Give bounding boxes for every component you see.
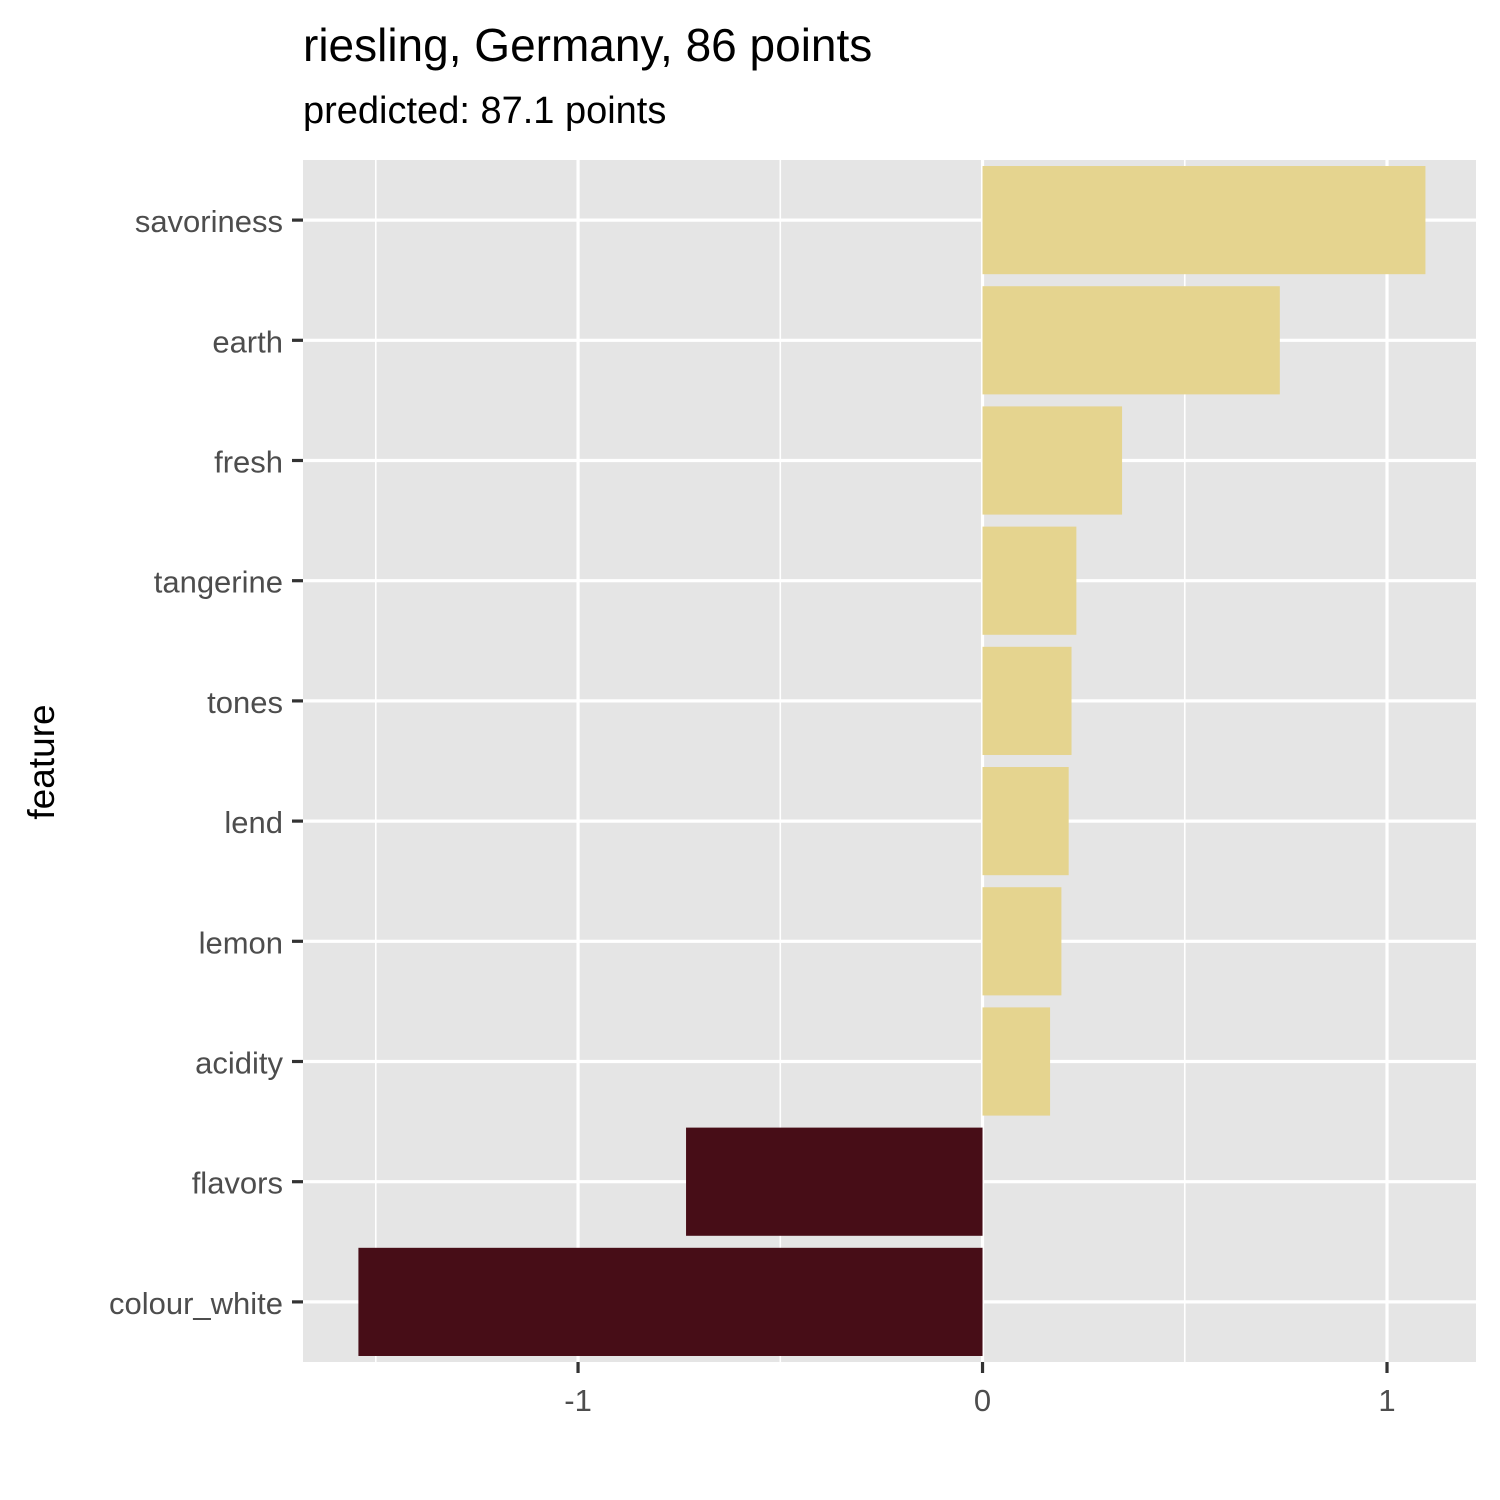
bar-acidity <box>982 1007 1051 1116</box>
bar-lend <box>982 767 1069 876</box>
x-tick-label: 1 <box>1378 1383 1395 1418</box>
bar-fresh <box>982 406 1123 515</box>
y-axis-label: feature <box>21 704 62 819</box>
bar-tones <box>982 646 1072 755</box>
bar-tangerine <box>982 526 1077 635</box>
y-tick-label: colour_white <box>109 1286 283 1321</box>
y-tick-label: fresh <box>214 445 283 480</box>
bar-colour-white <box>358 1247 983 1356</box>
bar-lemon <box>982 887 1062 996</box>
chart-title: riesling, Germany, 86 points <box>303 19 873 71</box>
y-tick-label: lend <box>224 805 283 840</box>
bar-earth <box>982 286 1280 395</box>
y-tick-label: flavors <box>192 1166 283 1201</box>
y-tick-label: earth <box>212 324 283 359</box>
bars <box>358 166 1426 1356</box>
y-tick-label: tones <box>207 685 283 720</box>
chart-subtitle: predicted: 87.1 points <box>303 90 667 132</box>
x-tick-label: -1 <box>564 1383 592 1418</box>
y-tick-label: lemon <box>199 925 283 960</box>
y-tick-label: savoriness <box>135 204 283 239</box>
bar-flavors <box>686 1127 983 1236</box>
y-tick-label: acidity <box>195 1046 283 1081</box>
y-axis: savoriness earth fresh tangerine tones lend le… <box>109 204 303 1321</box>
bar-savoriness <box>982 166 1426 275</box>
x-axis: -1 0 1 <box>564 1362 1396 1418</box>
x-tick-label: 0 <box>974 1383 991 1418</box>
y-tick-label: tangerine <box>154 565 283 600</box>
